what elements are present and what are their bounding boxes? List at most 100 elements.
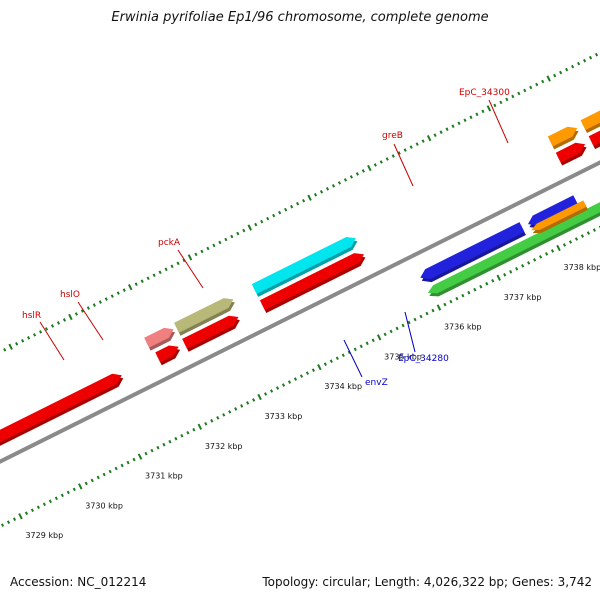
minor-tick bbox=[0, 523, 5, 527]
minor-tick bbox=[236, 231, 240, 236]
major-tick bbox=[367, 164, 372, 172]
minor-tick bbox=[44, 327, 49, 331]
minor-tick bbox=[449, 299, 453, 304]
gene-epc-34280[interactable] bbox=[531, 200, 587, 231]
minor-tick bbox=[140, 279, 144, 284]
minor-tick bbox=[84, 481, 88, 486]
minor-tick bbox=[134, 282, 138, 286]
major-tick bbox=[496, 274, 501, 281]
minor-tick bbox=[299, 374, 304, 378]
minor-tick bbox=[544, 252, 549, 256]
minor-tick bbox=[469, 115, 473, 120]
minor-tick bbox=[592, 228, 596, 232]
minor-tick bbox=[281, 383, 286, 387]
minor-tick bbox=[246, 401, 250, 405]
tick-label: 3731 kbp bbox=[145, 472, 183, 481]
tick-label: 3734 kbp bbox=[324, 382, 362, 391]
minor-tick bbox=[266, 216, 270, 221]
minor-tick bbox=[108, 469, 112, 474]
minor-tick bbox=[275, 386, 280, 390]
major-tick bbox=[486, 105, 492, 112]
minor-tick bbox=[216, 416, 220, 420]
minor-tick bbox=[164, 267, 168, 272]
minor-tick bbox=[3, 347, 7, 352]
tick-label: 3735 kbp bbox=[384, 352, 422, 361]
minor-tick bbox=[293, 377, 298, 381]
gene-pcka[interactable] bbox=[251, 237, 356, 294]
minor-tick bbox=[260, 219, 264, 224]
minor-tick bbox=[409, 145, 413, 149]
minor-tick bbox=[415, 142, 419, 146]
label-leader-line bbox=[404, 311, 416, 353]
minor-tick bbox=[218, 240, 222, 245]
label-leader-line bbox=[393, 143, 414, 187]
minor-tick bbox=[517, 91, 521, 96]
cds-feature[interactable] bbox=[259, 253, 364, 310]
cds-feature[interactable] bbox=[528, 195, 579, 226]
major-tick bbox=[556, 244, 561, 252]
tick-label: 3738 kbp bbox=[564, 263, 600, 272]
major-tick bbox=[18, 513, 23, 520]
minor-tick bbox=[588, 55, 593, 60]
minor-tick bbox=[15, 342, 19, 346]
minor-tick bbox=[74, 312, 78, 316]
minor-tick bbox=[242, 228, 246, 233]
cds-feature[interactable] bbox=[555, 142, 586, 163]
minor-tick bbox=[56, 321, 61, 325]
minor-tick bbox=[36, 505, 40, 510]
minor-tick bbox=[302, 198, 306, 203]
cds-feature[interactable] bbox=[155, 345, 179, 363]
minor-tick bbox=[433, 133, 437, 137]
label-leader-line bbox=[77, 301, 104, 341]
gene-hslr[interactable] bbox=[144, 327, 174, 348]
minor-tick bbox=[284, 207, 288, 212]
cds-feature[interactable] bbox=[588, 67, 600, 147]
minor-tick bbox=[365, 341, 369, 346]
minor-tick bbox=[463, 118, 467, 123]
cds-feature[interactable] bbox=[0, 373, 122, 523]
major-tick bbox=[8, 343, 13, 350]
map-title: Erwinia pyrifoliae Ep1/96 chromosome, co… bbox=[111, 10, 489, 25]
minor-tick bbox=[174, 436, 178, 441]
label-leader-line bbox=[343, 339, 363, 378]
minor-tick bbox=[12, 517, 17, 521]
major-tick bbox=[197, 423, 203, 430]
gene-epc-34300[interactable] bbox=[580, 51, 600, 130]
gene-label: greB bbox=[382, 131, 403, 141]
minor-tick bbox=[6, 520, 11, 524]
minor-tick bbox=[192, 427, 196, 432]
genome-summary-text: Topology: circular; Length: 4,026,322 bp… bbox=[262, 575, 592, 589]
minor-tick bbox=[419, 314, 423, 319]
minor-tick bbox=[278, 210, 282, 215]
minor-tick bbox=[200, 249, 204, 254]
gene-hslo[interactable] bbox=[174, 298, 234, 333]
minor-tick bbox=[33, 333, 37, 337]
minor-tick bbox=[152, 273, 156, 278]
minor-tick bbox=[523, 88, 527, 93]
cds-feature[interactable] bbox=[182, 315, 239, 349]
minor-tick bbox=[126, 460, 130, 465]
major-tick bbox=[376, 334, 382, 341]
cds-feature[interactable] bbox=[420, 222, 525, 280]
accession-text: Accession: NC_012214 bbox=[10, 575, 147, 589]
minor-tick bbox=[72, 487, 76, 492]
minor-tick bbox=[176, 261, 180, 266]
minor-tick bbox=[479, 284, 483, 289]
minor-tick bbox=[493, 103, 497, 108]
minor-tick bbox=[194, 252, 198, 257]
minor-tick bbox=[62, 318, 67, 322]
minor-tick bbox=[98, 300, 102, 304]
minor-tick bbox=[290, 204, 294, 209]
minor-tick bbox=[30, 508, 35, 513]
minor-tick bbox=[182, 258, 186, 263]
minor-tick bbox=[122, 288, 126, 292]
minor-tick bbox=[38, 330, 43, 334]
gene-greb[interactable] bbox=[547, 126, 578, 147]
minor-tick bbox=[553, 73, 557, 78]
genome-backbone bbox=[0, 160, 600, 464]
minor-tick bbox=[92, 303, 96, 307]
label-leader-line bbox=[488, 99, 509, 144]
minor-tick bbox=[347, 350, 351, 355]
label-leader-line bbox=[39, 321, 65, 361]
minor-tick bbox=[269, 389, 274, 393]
